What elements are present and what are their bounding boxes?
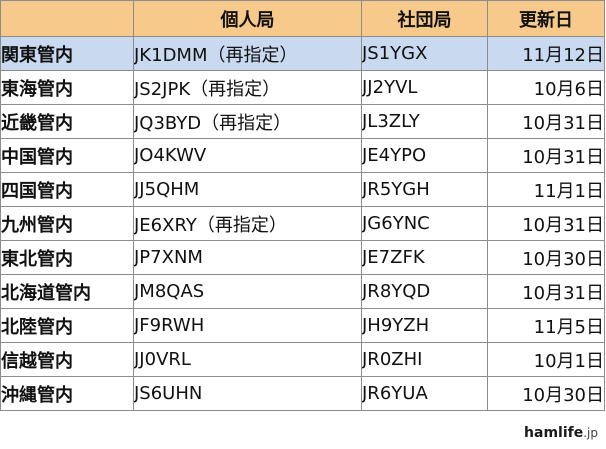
club-callsign-cell: JS1YGX (361, 36, 488, 71)
region-cell: 関東管内 (0, 36, 134, 71)
updated-date-cell: 10月31日 (487, 104, 605, 139)
region-cell: 北陸管内 (0, 308, 134, 343)
table-row: 関東管内 JK1DMM（再指定） JS1YGX 11月12日 (0, 36, 605, 71)
table-row: 中国管内 JO4KWV JE4YPO 10月31日 (0, 138, 605, 173)
table-row: 沖縄管内 JS6UHN JR6YUA 10月30日 (0, 376, 605, 411)
personal-callsign-cell: JJ0VRL (133, 342, 362, 377)
header-updated: 更新日 (487, 0, 605, 37)
table-row: 北海道管内 JM8QAS JR8YQD 10月31日 (0, 274, 605, 309)
club-callsign-cell: JJ2YVL (361, 70, 488, 105)
region-cell: 四国管内 (0, 172, 134, 207)
header-club: 社団局 (361, 0, 488, 37)
updated-date-cell: 10月6日 (487, 70, 605, 105)
personal-callsign-cell: JS6UHN (133, 376, 362, 411)
updated-date-cell: 10月1日 (487, 342, 605, 377)
updated-date-cell: 10月30日 (487, 376, 605, 411)
region-cell: 東北管内 (0, 240, 134, 275)
header-row: 個人局 社団局 更新日 (0, 0, 605, 37)
club-callsign-cell: JR0ZHI (361, 342, 488, 377)
region-cell: 中国管内 (0, 138, 134, 173)
personal-callsign-cell: JQ3BYD（再指定） (133, 104, 362, 139)
region-cell: 近畿管内 (0, 104, 134, 139)
watermark-domain: .jp (583, 426, 598, 440)
header-region (0, 0, 134, 37)
table-row: 北陸管内 JF9RWH JH9YZH 11月5日 (0, 308, 605, 343)
region-cell: 沖縄管内 (0, 376, 134, 411)
updated-date-cell: 10月30日 (487, 240, 605, 275)
club-callsign-cell: JG6YNC (361, 206, 488, 241)
header-personal: 個人局 (133, 0, 362, 37)
personal-callsign-cell: JE6XRY（再指定） (133, 206, 362, 241)
table-row: 四国管内 JJ5QHM JR5YGH 11月1日 (0, 172, 605, 207)
personal-callsign-cell: JK1DMM（再指定） (133, 36, 362, 71)
club-callsign-cell: JL3ZLY (361, 104, 488, 139)
club-callsign-cell: JE7ZFK (361, 240, 488, 275)
club-callsign-cell: JH9YZH (361, 308, 488, 343)
personal-callsign-cell: JP7XNM (133, 240, 362, 275)
personal-callsign-cell: JO4KWV (133, 138, 362, 173)
club-callsign-cell: JR5YGH (361, 172, 488, 207)
table-row: 東海管内 JS2JPK（再指定） JJ2YVL 10月6日 (0, 70, 605, 105)
table-body: 関東管内 JK1DMM（再指定） JS1YGX 11月12日 東海管内 JS2JPK（再指… (0, 36, 605, 411)
updated-date-cell: 11月12日 (487, 36, 605, 71)
updated-date-cell: 10月31日 (487, 274, 605, 309)
region-cell: 北海道管内 (0, 274, 134, 309)
updated-date-cell: 11月1日 (487, 172, 605, 207)
table-row: 信越管内 JJ0VRL JR0ZHI 10月1日 (0, 342, 605, 377)
watermark-brand: hamlife (524, 425, 584, 441)
club-callsign-cell: JR6YUA (361, 376, 488, 411)
region-cell: 九州管内 (0, 206, 134, 241)
updated-date-cell: 10月31日 (487, 206, 605, 241)
personal-callsign-cell: JM8QAS (133, 274, 362, 309)
table-row: 近畿管内 JQ3BYD（再指定） JL3ZLY 10月31日 (0, 104, 605, 139)
updated-date-cell: 11月5日 (487, 308, 605, 343)
table-row: 東北管内 JP7XNM JE7ZFK 10月30日 (0, 240, 605, 275)
club-callsign-cell: JR8YQD (361, 274, 488, 309)
personal-callsign-cell: JJ5QHM (133, 172, 362, 207)
updated-date-cell: 10月31日 (487, 138, 605, 173)
table-row: 九州管内 JE6XRY（再指定） JG6YNC 10月31日 (0, 206, 605, 241)
region-cell: 信越管内 (0, 342, 134, 377)
personal-callsign-cell: JS2JPK（再指定） (133, 70, 362, 105)
personal-callsign-cell: JF9RWH (133, 308, 362, 343)
callsign-table: 個人局 社団局 更新日 関東管内 JK1DMM（再指定） JS1YGX 11月12日東… (0, 0, 605, 411)
region-cell: 東海管内 (0, 70, 134, 105)
hamlife-watermark: hamlife.jp (524, 425, 598, 441)
club-callsign-cell: JE4YPO (361, 138, 488, 173)
